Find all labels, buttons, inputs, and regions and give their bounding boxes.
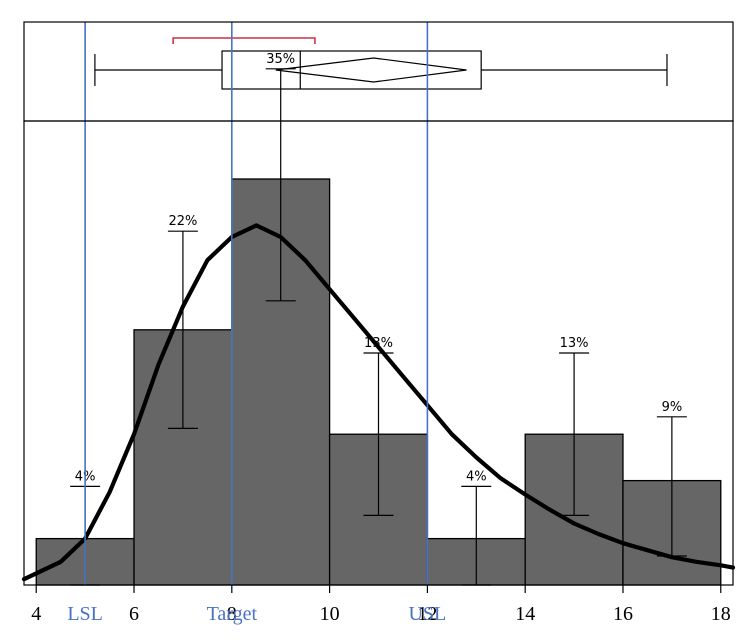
- x-axis: 4 6 8 10 12 14 16 18 LSL Target USL: [31, 585, 731, 625]
- data-label-6: 13%: [560, 336, 589, 351]
- boxplot-panel: [94, 37, 668, 90]
- x-tick-label-6: 6: [129, 603, 139, 625]
- data-label-7: 9%: [662, 400, 683, 415]
- data-label-5: 4%: [466, 469, 487, 484]
- x-tick-label-18: 18: [711, 603, 731, 625]
- spec-label-lsl: LSL: [67, 603, 103, 625]
- density-curve: [21, 223, 736, 582]
- x-tick-label-16: 16: [613, 603, 633, 625]
- boxplot-mean-diamond: [275, 57, 467, 83]
- data-label-4: 13%: [364, 336, 393, 351]
- x-tick-label-8: 8: [227, 603, 237, 625]
- boxplot-box: [221, 50, 482, 90]
- x-tick-label-12: 12: [417, 603, 437, 625]
- data-label-2: 22%: [168, 214, 197, 229]
- x-tick-label-14: 14: [515, 603, 535, 625]
- histogram-frame: [23, 120, 734, 586]
- spec-label-target: Target: [207, 603, 258, 625]
- data-label-3: 35%: [266, 52, 295, 67]
- x-tick-label-10: 10: [320, 603, 340, 625]
- spec-limit-lines: [84, 22, 429, 585]
- spec-label-usl: USL: [408, 603, 446, 625]
- boxplot-shortest-half-bracket: [172, 37, 316, 44]
- panel-frames: [23, 21, 734, 586]
- x-tick-label-4: 4: [31, 603, 41, 625]
